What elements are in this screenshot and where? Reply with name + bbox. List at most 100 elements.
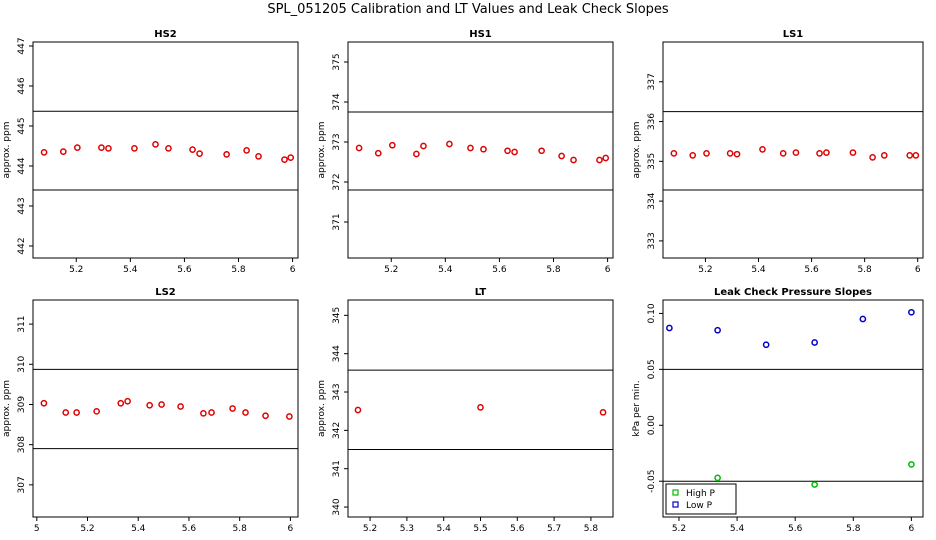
point (189, 146, 196, 153)
point (243, 147, 250, 154)
point (880, 152, 888, 159)
x-tick-label: 6 (909, 524, 915, 534)
y-axis-label: approx. ppm (317, 122, 327, 179)
point (477, 403, 484, 411)
point (388, 141, 396, 149)
point (223, 151, 230, 158)
x-tick-label: 5.4 (123, 265, 138, 275)
point (849, 149, 857, 156)
point (538, 147, 545, 155)
y-tick-label: -0.05 (647, 470, 657, 493)
panel-title: LS1 (783, 29, 804, 40)
panel: LS1 approx. ppm 333 334 335 336 337 5.2 5.4 5.6 5.… (632, 29, 924, 275)
panel: HS2 approx. ppm 442 443 444 445 446 447 5.2 5.4 5.… (2, 29, 299, 275)
point (714, 326, 721, 334)
x-tick-label: 5.6 (492, 265, 507, 275)
x-tick-label: 5.3 (400, 524, 414, 534)
point (158, 401, 165, 408)
point (811, 339, 818, 346)
x-tick-label: 5.4 (438, 265, 453, 275)
point (200, 409, 207, 417)
x-tick-label: 6 (605, 265, 611, 275)
point (146, 401, 154, 409)
x-tick-label: 5.6 (182, 524, 197, 534)
point (792, 149, 800, 156)
y-axis-label: kPa per min. (632, 380, 642, 436)
x-tick-label: 6 (290, 265, 296, 275)
point (714, 474, 721, 482)
x-tick-label: 5.4 (437, 524, 452, 534)
point (242, 409, 249, 416)
y-tick-label: 343 (332, 383, 342, 400)
y-tick-label: 337 (647, 73, 657, 90)
x-tick-label: 5.6 (510, 524, 525, 534)
point (40, 149, 48, 156)
point (374, 149, 382, 157)
y-tick-label: 445 (17, 117, 27, 134)
point (480, 145, 487, 153)
y-axis-label: approx. ppm (2, 122, 12, 179)
point (811, 481, 818, 488)
y-tick-label: 0.10 (647, 303, 657, 323)
panel-title: LT (475, 287, 487, 298)
y-tick-label: 446 (17, 77, 27, 94)
legend-swatch (672, 501, 679, 508)
y-tick-label: 442 (17, 237, 27, 254)
y-tick-label: 340 (332, 498, 342, 515)
point (906, 152, 914, 159)
point (124, 397, 131, 405)
y-tick-label: 335 (647, 153, 657, 170)
point (73, 409, 80, 416)
point (196, 150, 203, 157)
point (726, 150, 734, 157)
y-tick-label: 336 (647, 113, 657, 130)
y-tick-label: 447 (17, 37, 27, 54)
x-tick-label: 5.6 (804, 265, 819, 275)
point (287, 154, 295, 161)
x-tick-label: 5.5 (473, 524, 487, 534)
point (152, 141, 159, 148)
point (286, 413, 293, 420)
point (354, 406, 362, 414)
plot-box (662, 41, 924, 259)
point (262, 412, 269, 420)
legend-label: High P (686, 489, 716, 499)
legend-box (665, 483, 737, 515)
plot-box (347, 41, 614, 259)
y-tick-label: 443 (17, 197, 27, 214)
x-tick-label: 5.8 (546, 265, 561, 275)
x-tick-label: 6 (288, 524, 294, 534)
point (759, 146, 766, 153)
point (165, 145, 172, 152)
x-tick-label: 5.8 (231, 265, 246, 275)
y-tick-label: 333 (647, 232, 657, 249)
point (823, 149, 830, 156)
y-tick-label: 0.05 (647, 359, 657, 379)
y-axis-label: approx. ppm (2, 380, 12, 437)
point (98, 144, 105, 151)
point (666, 324, 673, 332)
point (703, 150, 710, 157)
point (570, 156, 577, 164)
panel-title: HS1 (469, 29, 492, 40)
x-tick-label: 6 (915, 265, 921, 275)
y-tick-label: 342 (332, 422, 342, 439)
legend-swatch (672, 489, 679, 496)
x-tick-label: 5.2 (672, 524, 686, 534)
point (93, 407, 101, 415)
point (599, 408, 607, 416)
x-tick-label: 5.6 (177, 265, 192, 275)
plot-box (347, 299, 614, 518)
x-tick-label: 5.4 (751, 265, 766, 275)
point (762, 341, 770, 349)
point (869, 154, 876, 161)
panel: HS1 approx. ppm 371 372 373 374 375 5.2 5.4 5.6 5.… (317, 29, 614, 275)
x-tick-label: 5.2 (363, 524, 377, 534)
point (689, 152, 697, 159)
y-axis-label: approx. ppm (632, 122, 642, 179)
y-tick-label: 371 (332, 213, 342, 230)
panel: Leak Check Pressure Slopes kPa per min. -0… (632, 287, 924, 534)
point (859, 315, 867, 323)
x-tick-label: 5.4 (730, 524, 745, 534)
